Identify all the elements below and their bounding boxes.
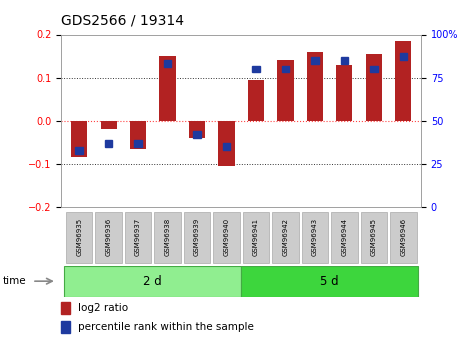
Bar: [252, 66, 260, 72]
Bar: [71, 121, 88, 157]
Bar: [101, 121, 117, 129]
FancyBboxPatch shape: [66, 211, 92, 263]
Text: GSM96937: GSM96937: [135, 218, 141, 256]
Text: GSM96938: GSM96938: [165, 218, 171, 256]
FancyBboxPatch shape: [302, 211, 328, 263]
Bar: [400, 53, 407, 60]
Bar: [223, 143, 230, 150]
Text: percentile rank within the sample: percentile rank within the sample: [78, 322, 254, 332]
Bar: [248, 80, 264, 121]
Text: GSM96935: GSM96935: [76, 218, 82, 256]
Bar: [189, 121, 205, 138]
FancyBboxPatch shape: [243, 211, 269, 263]
Bar: [341, 57, 348, 64]
Bar: [366, 54, 382, 121]
Text: 2 d: 2 d: [143, 275, 162, 288]
Bar: [130, 121, 146, 149]
Bar: [193, 131, 201, 138]
FancyBboxPatch shape: [331, 211, 358, 263]
Text: GSM96941: GSM96941: [253, 218, 259, 256]
Text: GSM96943: GSM96943: [312, 218, 318, 256]
FancyBboxPatch shape: [241, 266, 418, 297]
FancyBboxPatch shape: [360, 211, 387, 263]
Text: log2 ratio: log2 ratio: [78, 303, 128, 313]
Text: 5 d: 5 d: [320, 275, 339, 288]
Bar: [134, 140, 142, 147]
Bar: [282, 66, 289, 72]
Text: GSM96944: GSM96944: [342, 218, 347, 256]
Bar: [105, 140, 112, 147]
Text: GSM96942: GSM96942: [282, 218, 289, 256]
Bar: [395, 41, 412, 121]
Bar: [336, 65, 352, 121]
Bar: [76, 147, 83, 154]
FancyBboxPatch shape: [154, 211, 181, 263]
Bar: [277, 60, 294, 121]
Bar: [307, 52, 323, 121]
FancyBboxPatch shape: [213, 211, 240, 263]
Bar: [311, 57, 319, 64]
FancyBboxPatch shape: [96, 211, 122, 263]
Bar: [61, 321, 70, 333]
Bar: [164, 60, 171, 67]
Bar: [219, 121, 235, 166]
FancyBboxPatch shape: [390, 211, 417, 263]
Text: GSM96946: GSM96946: [400, 218, 406, 256]
Text: GDS2566 / 19314: GDS2566 / 19314: [61, 14, 184, 28]
Bar: [159, 56, 175, 121]
FancyBboxPatch shape: [184, 211, 210, 263]
FancyBboxPatch shape: [272, 211, 298, 263]
Text: time: time: [2, 276, 26, 286]
Text: GSM96936: GSM96936: [105, 218, 112, 256]
Text: GSM96945: GSM96945: [371, 218, 377, 256]
Bar: [61, 302, 70, 314]
FancyBboxPatch shape: [125, 211, 151, 263]
Text: GSM96939: GSM96939: [194, 218, 200, 256]
FancyBboxPatch shape: [64, 266, 241, 297]
Bar: [370, 66, 377, 72]
Text: GSM96940: GSM96940: [224, 218, 229, 256]
